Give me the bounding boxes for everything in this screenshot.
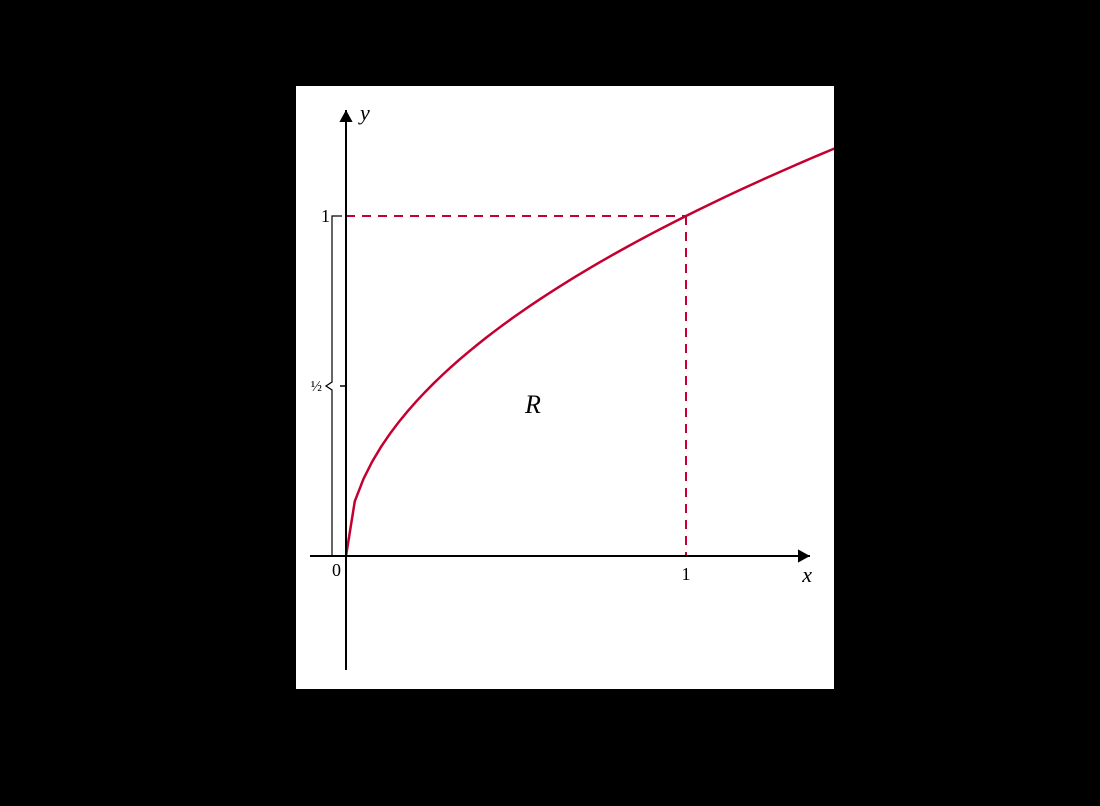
y-tick-label-1: 1	[321, 206, 330, 226]
region-label-R: R	[524, 390, 541, 419]
x-tick-label-1: 1	[682, 564, 691, 584]
plot-panel	[295, 85, 835, 690]
x-axis-label: x	[801, 562, 812, 587]
origin-label: 0	[332, 560, 341, 580]
y-axis-label: y	[358, 100, 370, 125]
y-tick-label-half: ½	[311, 379, 322, 395]
